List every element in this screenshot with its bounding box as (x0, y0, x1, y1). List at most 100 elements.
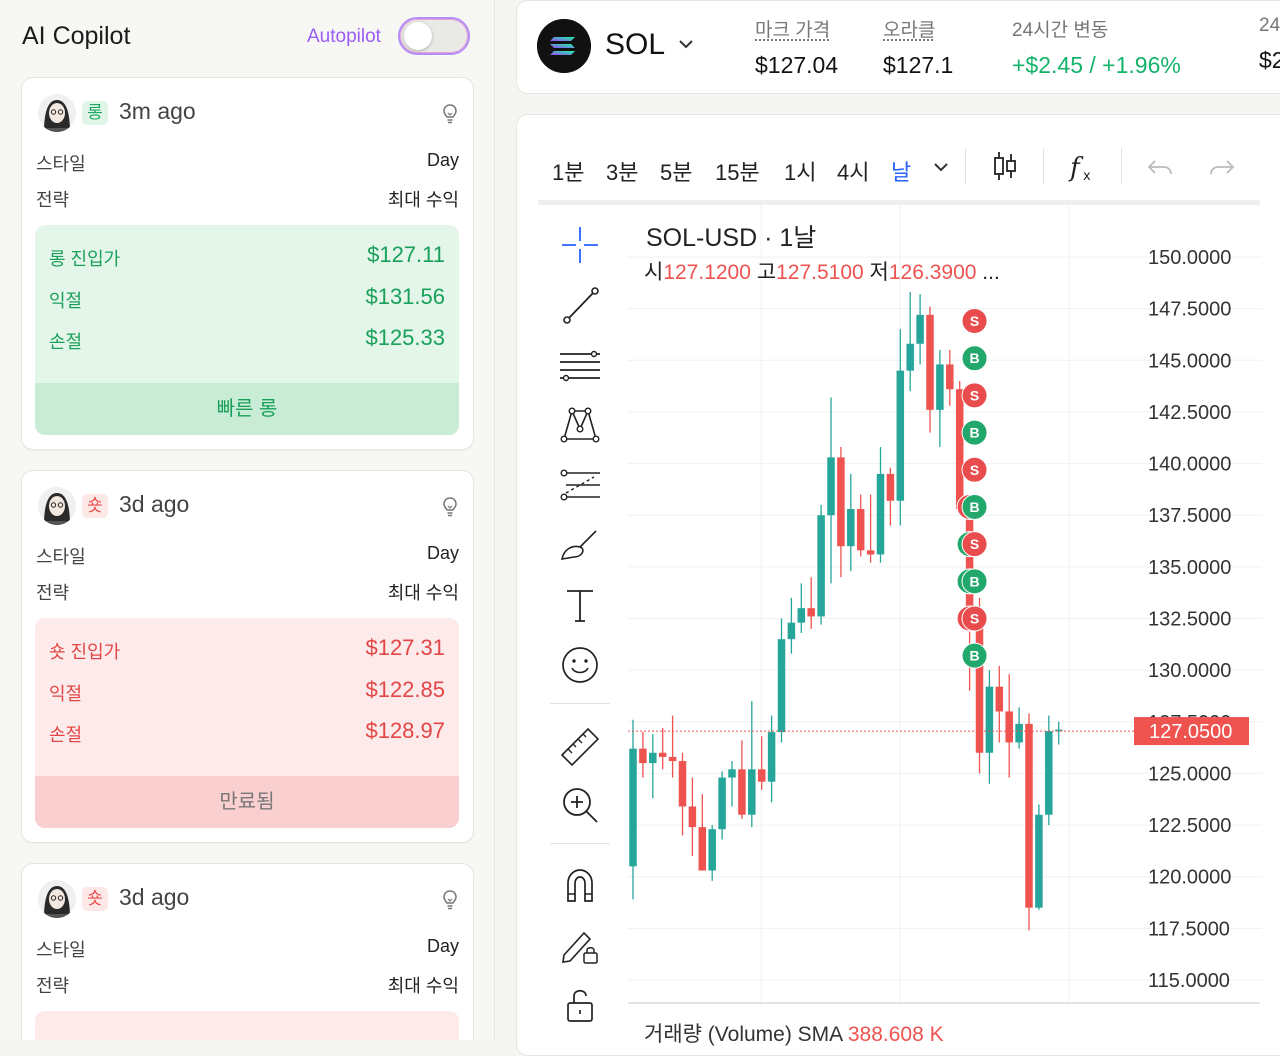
lightbulb-icon[interactable] (441, 496, 459, 518)
expired-button[interactable]: 만료됨 (35, 776, 459, 828)
interval-1m[interactable]: 1분 (552, 160, 585, 185)
chevron-down-icon[interactable] (932, 158, 950, 176)
change-24h-stat: 24시간 변동 +$2.45 / +1.96% (1012, 15, 1181, 79)
strategy-label: 전략 (36, 976, 70, 996)
candle-body (847, 509, 855, 547)
buy-marker: B (961, 493, 988, 520)
price-tick-label: 142.5000 (1148, 402, 1231, 424)
strategy-value: 최대 수익 (387, 976, 459, 996)
candle-body (698, 827, 707, 871)
trend-line-icon[interactable] (558, 283, 602, 327)
marker-circle (961, 308, 988, 335)
sell-marker: S (961, 382, 988, 409)
candle-body (787, 622, 796, 640)
strategy-label: 전략 (36, 583, 70, 603)
emoji-icon[interactable] (558, 643, 602, 687)
chart-panel (516, 114, 1280, 1056)
magnet-icon[interactable] (558, 863, 602, 907)
redo-icon[interactable] (1208, 148, 1236, 184)
interval-3m[interactable]: 3분 (606, 160, 639, 185)
take-profit-value: $122.85 (365, 677, 445, 702)
ai-copilot-panel: AI Copilot Autopilot 롱 3m ago 스타일 Day 전략… (0, 0, 495, 1040)
marker-circle (961, 456, 988, 483)
last-price-label: 127.0500 (1149, 721, 1232, 743)
chart-candles (628, 292, 1134, 931)
buy-marker: B (961, 419, 988, 446)
price-tick-label: 150.0000 (1148, 247, 1231, 269)
marker-label: B (969, 350, 979, 366)
marker-circle (961, 642, 988, 669)
volume-legend: 거래량 (Volume) SMA 388.608 K (644, 1018, 944, 1048)
style-value: Day (426, 543, 459, 563)
interval-1d[interactable]: 날 (891, 160, 912, 185)
oracle-price-value: $127.1 (883, 52, 954, 78)
tool-divider (550, 843, 610, 844)
marker-label: B (969, 425, 979, 441)
market-symbol[interactable]: SOL (605, 28, 666, 61)
mark-price-label: 마크 가격 (755, 20, 831, 41)
candle-body (965, 509, 974, 613)
candlestick-chart[interactable]: SBSBSSBBSBBSSB 150.0000147.5000145.00001… (628, 205, 1280, 1040)
candle-body (728, 769, 736, 778)
mark-price-stat: 마크 가격 $127.04 (755, 15, 838, 79)
chart-grid (628, 205, 1262, 1005)
entry-value: $127.31 (365, 635, 445, 660)
candle-body (856, 509, 865, 551)
interval-1h[interactable]: 1시 (784, 160, 817, 185)
avatar (38, 487, 76, 525)
candle-body (738, 769, 746, 815)
pattern-icon[interactable] (558, 403, 602, 447)
chart-markers: SBSBSSBBSBBSSB (956, 308, 988, 669)
price-tick-label: 147.5000 (1148, 299, 1231, 321)
zoom-in-icon[interactable] (558, 783, 602, 827)
chevron-down-icon[interactable] (677, 35, 695, 53)
autopilot-toggle[interactable] (398, 17, 470, 55)
open-value: 127.1200 (663, 261, 751, 284)
price-box: 롱 진입가 $127.11 익절 $131.56 손절 $125.33 빠른 롱 (35, 225, 459, 435)
lightbulb-icon[interactable] (441, 889, 459, 911)
candle-body (757, 769, 766, 782)
candle-body (955, 389, 964, 510)
price-tick-label: 140.0000 (1148, 454, 1231, 476)
price-tick-label: 122.5000 (1148, 815, 1231, 837)
signal-time: 3d ago (119, 491, 190, 517)
marker-label: S (970, 611, 979, 627)
style-value: Day (426, 936, 459, 956)
candle-body (916, 314, 924, 344)
marker-label: S (970, 313, 979, 329)
more-ellipsis[interactable]: ... (982, 261, 1000, 284)
signal-time: 3d ago (119, 884, 190, 910)
candle-body (946, 364, 954, 390)
brush-icon[interactable] (558, 523, 602, 567)
marker-label: S (970, 536, 979, 552)
interval-5m[interactable]: 5분 (660, 160, 693, 185)
text-icon[interactable] (558, 583, 602, 627)
interval-15m[interactable]: 15분 (715, 160, 760, 185)
lightbulb-icon[interactable] (441, 103, 459, 125)
candle-type-icon[interactable] (990, 148, 1020, 184)
crosshair-icon[interactable] (558, 223, 602, 267)
quick-long-button[interactable]: 빠른 롱 (35, 383, 459, 435)
marker-label: S (970, 387, 979, 403)
forecast-icon[interactable] (558, 463, 602, 507)
short-badge: 숏 (82, 887, 108, 911)
undo-icon[interactable] (1146, 148, 1174, 184)
buy-marker: B (961, 642, 988, 669)
candle-body (876, 473, 885, 555)
entry-label: 롱 진입가 (49, 249, 121, 269)
price-tick-label: 130.0000 (1148, 660, 1231, 682)
marker-label: S (970, 462, 979, 478)
ruler-icon[interactable] (558, 723, 602, 767)
candle-body (896, 370, 905, 501)
entry-value: $127.11 (367, 242, 445, 267)
interval-4h[interactable]: 4시 (837, 160, 870, 185)
lock-drawing-icon[interactable] (558, 923, 602, 967)
unlock-icon[interactable] (558, 983, 602, 1027)
autopilot-label: Autopilot (307, 26, 381, 47)
strategy-value: 최대 수익 (387, 190, 459, 210)
price-tick-label: 145.0000 (1148, 350, 1231, 372)
candle-body (639, 748, 647, 764)
horizontal-lines-icon[interactable] (558, 343, 602, 387)
signal-card: 롱 3m ago 스타일 Day 전략 최대 수익 롱 진입가 $127.11 … (21, 77, 474, 450)
